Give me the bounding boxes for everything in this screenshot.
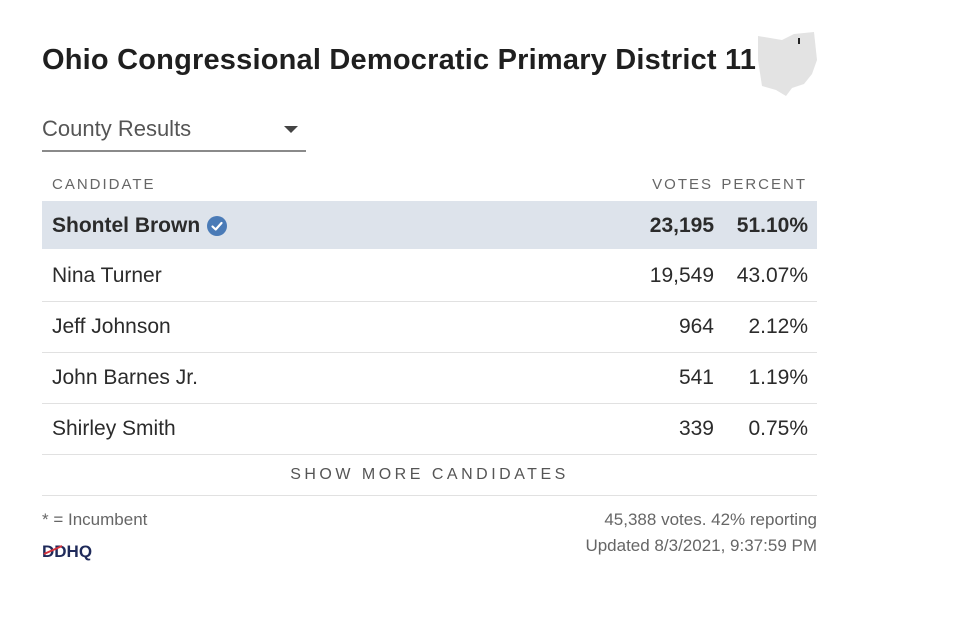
candidate-votes: 19,549 bbox=[649, 264, 714, 287]
header-percent: PERCENT bbox=[721, 176, 807, 193]
votes-reporting: 45,388 votes. 42% reporting bbox=[604, 510, 817, 529]
candidate-name: Nina Turner bbox=[52, 264, 162, 287]
incumbent-note: * = Incumbent bbox=[42, 510, 148, 529]
chevron-down-icon bbox=[284, 126, 298, 133]
header-candidate: CANDIDATE bbox=[52, 176, 156, 193]
winner-check-icon bbox=[207, 216, 228, 236]
candidate-percent: 43.07% bbox=[736, 264, 808, 287]
race-title: Ohio Congressional Democratic Primary Di… bbox=[42, 44, 757, 76]
candidate-name: John Barnes Jr. bbox=[52, 366, 198, 389]
ddhq-logo[interactable]: DDHQ bbox=[42, 540, 98, 562]
ddhq-logo-text: DDHQ bbox=[42, 542, 92, 561]
table-row: Jeff Johnson 964 2.12% bbox=[42, 302, 817, 353]
dropdown-value: County Results bbox=[42, 116, 192, 141]
candidate-name: Shirley Smith bbox=[52, 417, 176, 440]
candidate-name: Shontel Brown bbox=[52, 214, 201, 237]
ohio-map-icon bbox=[758, 32, 817, 96]
candidate-name: Jeff Johnson bbox=[52, 315, 171, 338]
candidate-percent: 0.75% bbox=[748, 417, 808, 440]
table-header: CANDIDATE VOTES PERCENT bbox=[42, 168, 817, 201]
updated-timestamp: Updated 8/3/2021, 9:37:59 PM bbox=[585, 536, 817, 555]
candidate-votes: 23,195 bbox=[649, 214, 714, 237]
show-more-candidates-button[interactable]: SHOW MORE CANDIDATES bbox=[42, 455, 817, 496]
table-row-winner: Shontel Brown 23,195 51.10% bbox=[42, 201, 817, 251]
header-votes: VOTES bbox=[652, 176, 713, 193]
results-table: CANDIDATE VOTES PERCENT Shontel Brown 23… bbox=[42, 168, 817, 496]
candidate-votes: 541 bbox=[678, 366, 714, 389]
candidate-percent: 51.10% bbox=[736, 214, 808, 237]
results-dropdown[interactable]: County Results bbox=[42, 112, 306, 152]
table-row: John Barnes Jr. 541 1.19% bbox=[42, 353, 817, 404]
show-more-label: SHOW MORE CANDIDATES bbox=[290, 466, 569, 483]
candidate-percent: 2.12% bbox=[748, 315, 808, 338]
table-row: Nina Turner 19,549 43.07% bbox=[42, 251, 817, 302]
candidate-votes: 339 bbox=[678, 417, 714, 440]
table-row: Shirley Smith 339 0.75% bbox=[42, 404, 817, 455]
candidate-percent: 1.19% bbox=[748, 366, 808, 389]
candidate-votes: 964 bbox=[678, 315, 714, 338]
